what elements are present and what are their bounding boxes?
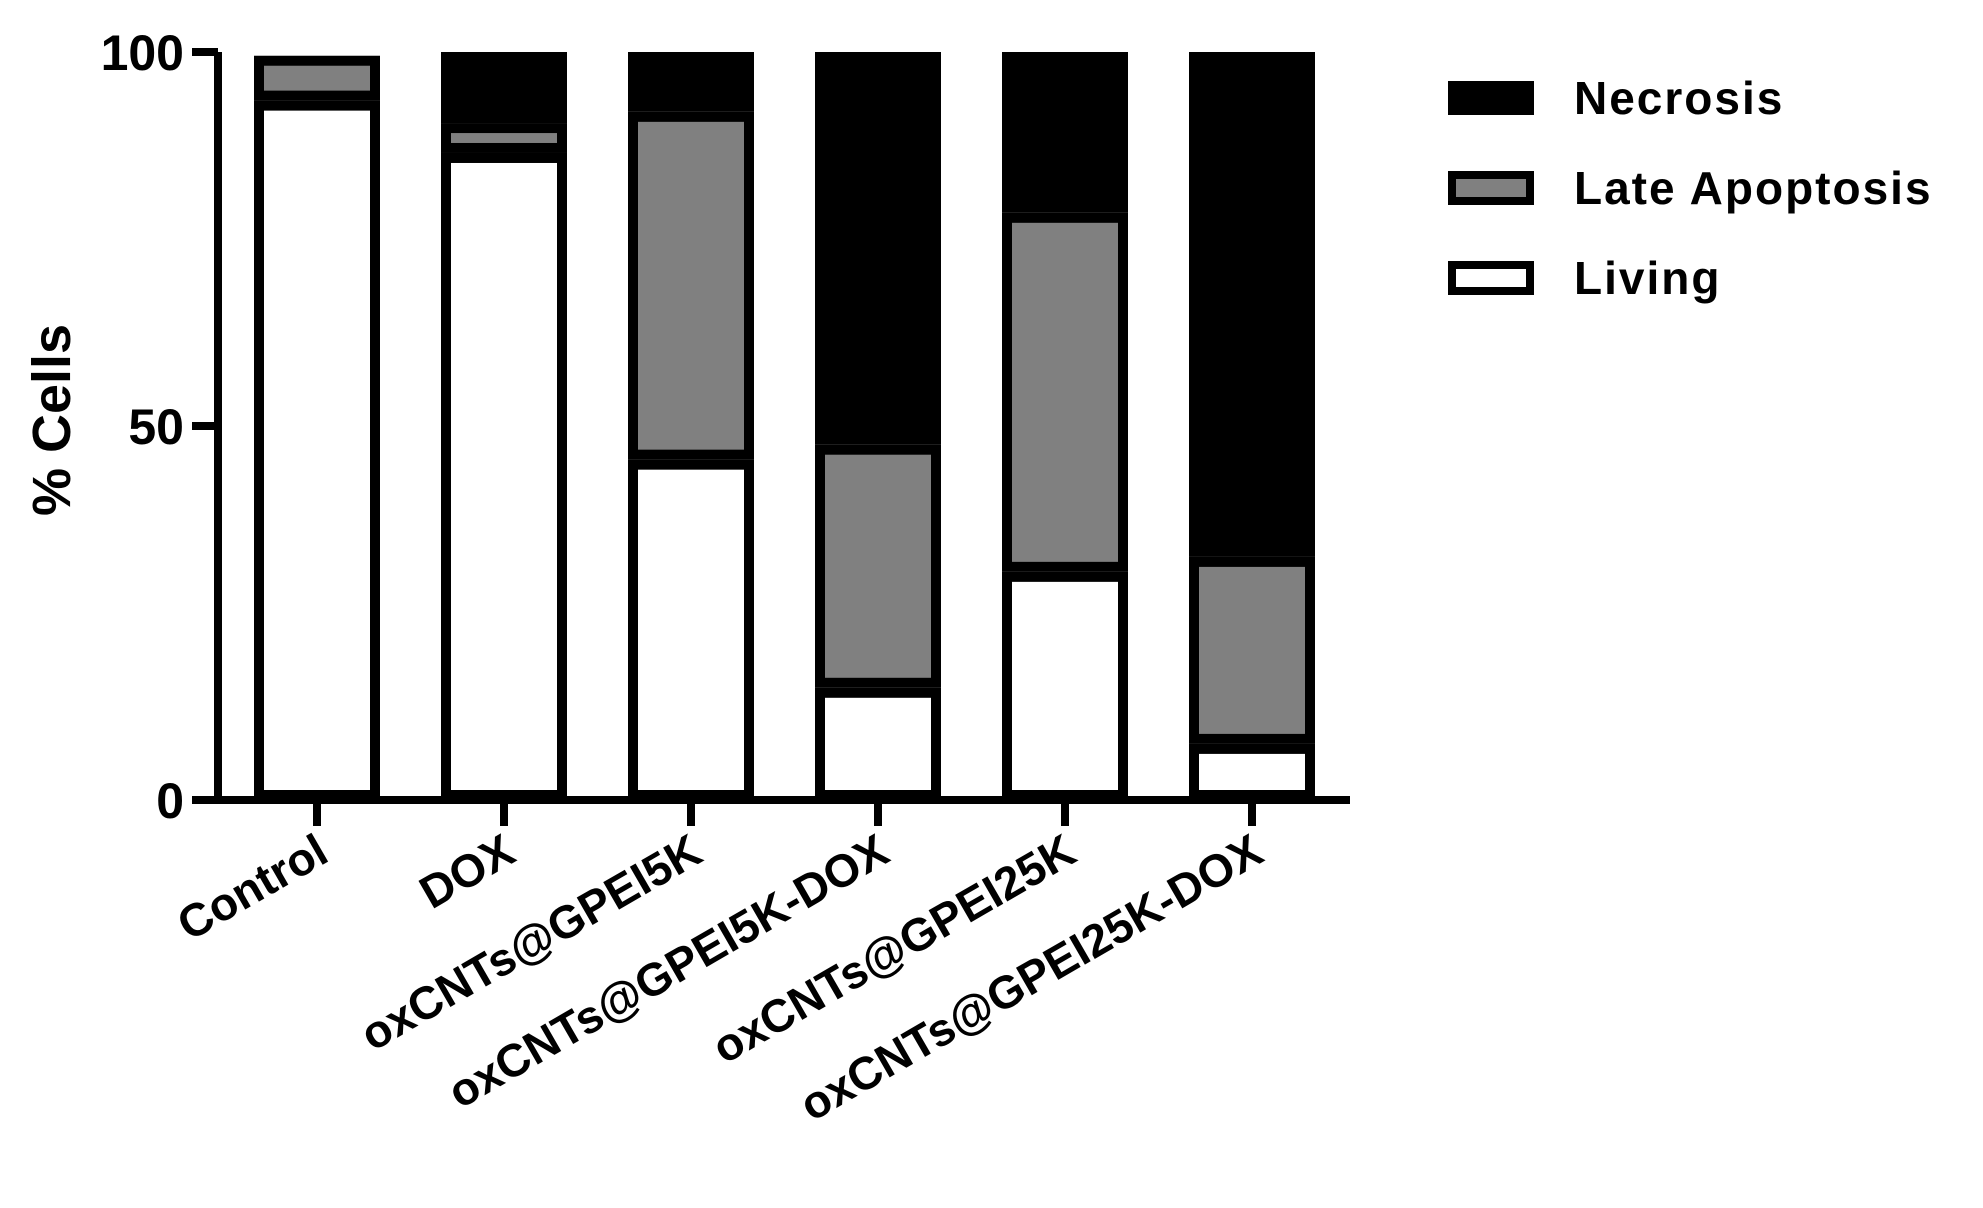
bar-segment-necrosis xyxy=(441,52,567,124)
legend-swatch-necrosis xyxy=(1448,81,1534,115)
bar-segment-necrosis xyxy=(815,52,941,445)
x-tick-label-control: Control xyxy=(168,824,336,951)
legend-swatch-late-apoptosis xyxy=(1448,171,1534,205)
bar-segment-late-apoptosis xyxy=(441,123,567,153)
bar-group-oxcnts-gpei25k xyxy=(1002,52,1128,800)
bar-segment-living xyxy=(1189,743,1315,801)
bar-group-control xyxy=(254,55,380,801)
bar-group-oxcnts-gpei5k-dox xyxy=(815,52,941,800)
legend-label-late-apoptosis: Late Apoptosis xyxy=(1574,162,1933,214)
bars-layer xyxy=(254,52,1315,801)
y-axis-title: % Cells xyxy=(22,324,82,516)
bar-segment-late-apoptosis xyxy=(628,111,754,460)
bar-segment-late-apoptosis xyxy=(815,444,941,688)
bar-segment-necrosis xyxy=(1002,52,1128,213)
bar-segment-late-apoptosis xyxy=(1189,556,1315,744)
x-tick-label-dox: DOX xyxy=(411,823,524,918)
bar-group-oxcnts-gpei5k xyxy=(628,52,754,800)
legend-swatch-living xyxy=(1448,261,1534,295)
bar-segment-living xyxy=(1002,571,1128,800)
legend-item-living: Living xyxy=(1448,252,1721,304)
bar-segment-late-apoptosis xyxy=(254,55,380,101)
bar-segment-late-apoptosis xyxy=(1002,212,1128,572)
bar-segment-living xyxy=(254,100,380,801)
bar-group-oxcnts-gpei25k-dox xyxy=(1189,52,1315,801)
bar-group-dox xyxy=(441,52,567,801)
axes-layer xyxy=(214,52,1350,804)
bar-segment-living xyxy=(441,152,567,801)
bar-segment-living xyxy=(815,687,941,800)
y-tick-label-100: 100 xyxy=(101,25,184,81)
legend-label-necrosis: Necrosis xyxy=(1574,72,1784,124)
y-tick-label-0: 0 xyxy=(156,773,184,829)
bar-segment-necrosis xyxy=(628,52,754,112)
legend-item-late-apoptosis: Late Apoptosis xyxy=(1448,162,1933,214)
legend-item-necrosis: Necrosis xyxy=(1448,72,1784,124)
y-tick-label-50: 50 xyxy=(128,399,184,455)
legend-label-living: Living xyxy=(1574,252,1721,304)
bar-segment-living xyxy=(628,459,754,800)
legend: Necrosis Late Apoptosis Living xyxy=(1448,72,1933,304)
bar-segment-necrosis xyxy=(1189,52,1315,557)
